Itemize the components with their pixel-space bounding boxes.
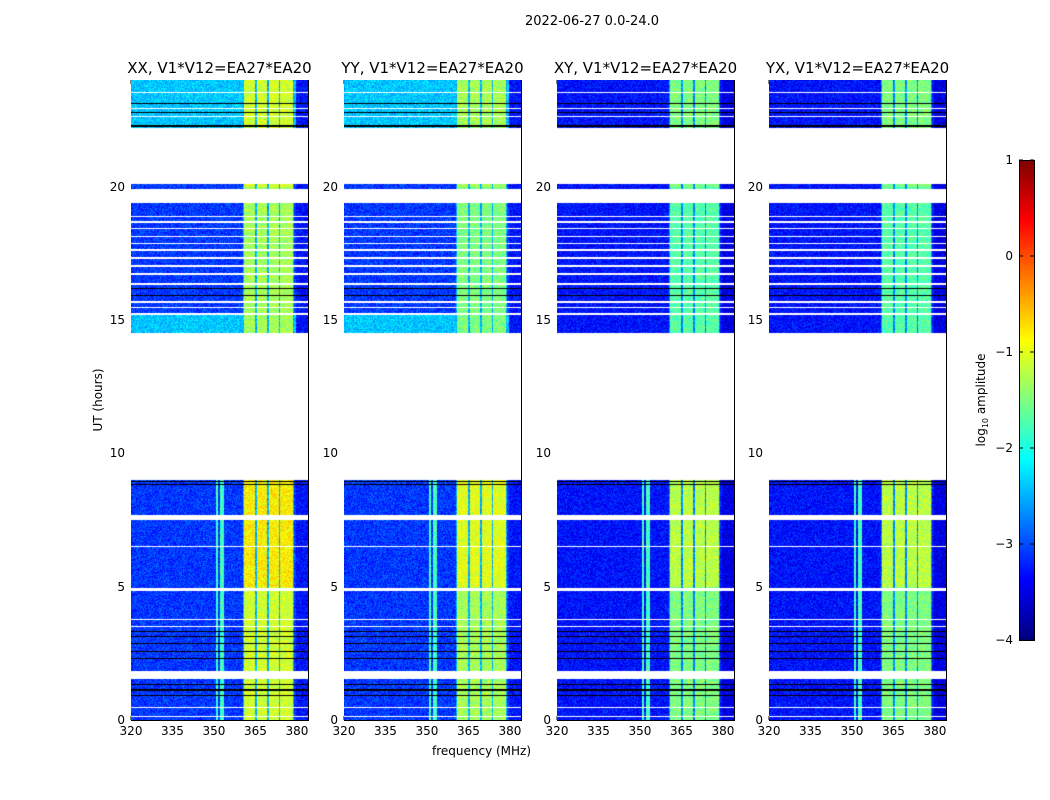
y-tick-label: 10: [535, 446, 551, 461]
x-tick-label: 350: [840, 724, 864, 738]
panel-title: XX, V1*V12=EA27*EA20: [127, 59, 312, 77]
x-tick-label: 380: [711, 724, 735, 738]
y-tick-label: 5: [117, 579, 125, 594]
y-tick-label: 15: [322, 313, 338, 327]
y-tick-label: 5: [543, 579, 551, 594]
y-tick-label: 15: [109, 313, 125, 327]
y-tick-label: 20: [109, 179, 125, 194]
x-tick-label: 380: [285, 724, 309, 738]
y-tick-label: 10: [747, 446, 763, 461]
waterfall-image-xx: [131, 80, 308, 720]
x-tick-label: 320: [757, 724, 781, 738]
waterfall-image-yx: [769, 80, 946, 720]
x-tick-label: 335: [799, 724, 822, 738]
x-tick-label: 335: [374, 724, 397, 738]
x-tick-label: 320: [545, 724, 569, 738]
waterfall-image-yy: [344, 80, 521, 720]
y-tick-label: 0: [755, 713, 763, 727]
y-tick-label: 20: [747, 179, 763, 194]
y-tick-label: 20: [322, 179, 338, 194]
y-tick-label: 0: [117, 713, 125, 727]
x-tick-label: 320: [332, 724, 356, 738]
x-tick-label: 350: [415, 724, 439, 738]
y-tick-label: 0: [330, 713, 338, 727]
x-tick-label: 320: [119, 724, 143, 738]
panel-title: YY, V1*V12=EA27*EA20: [341, 59, 524, 77]
x-tick-label: 365: [670, 724, 693, 738]
x-tick-label: 365: [882, 724, 905, 738]
x-tick-label: 380: [498, 724, 522, 738]
x-tick-label: 350: [202, 724, 226, 738]
x-tick-label: 335: [587, 724, 610, 738]
colorbar: [1019, 160, 1034, 640]
x-tick-label: 380: [923, 724, 947, 738]
y-tick-label: 15: [747, 313, 763, 327]
y-tick-label: 5: [330, 579, 338, 594]
colorbar-tick-label: 0: [1005, 249, 1013, 263]
x-tick-label: 365: [244, 724, 267, 738]
y-tick-label: 5: [755, 579, 763, 594]
y-tick-label: 15: [535, 313, 551, 327]
y-tick-label: 20: [535, 179, 551, 194]
y-tick-label: 0: [543, 713, 551, 727]
x-tick-label: 350: [628, 724, 652, 738]
colorbar-tick-label: −2: [995, 441, 1013, 455]
y-tick-label: 10: [109, 446, 125, 461]
figure-title: 2022-06-27 0.0-24.0: [525, 14, 659, 29]
colorbar-tick-label: −3: [995, 537, 1013, 551]
panel-title: XY, V1*V12=EA27*EA20: [553, 59, 738, 77]
colorbar-tick-label: −4: [995, 633, 1013, 647]
colorbar-tick-label: 1: [1005, 153, 1013, 167]
x-axis-label: frequency (MHz): [432, 744, 532, 758]
panel-title: YX, V1*V12=EA27*EA20: [765, 59, 950, 77]
colorbar-frame: [1019, 160, 1035, 641]
x-tick-label: 365: [457, 724, 480, 738]
y-tick-label: 10: [322, 446, 338, 461]
x-tick-label: 335: [161, 724, 184, 738]
waterfall-image-xy: [557, 80, 734, 720]
colorbar-tick-label: −1: [995, 345, 1013, 359]
